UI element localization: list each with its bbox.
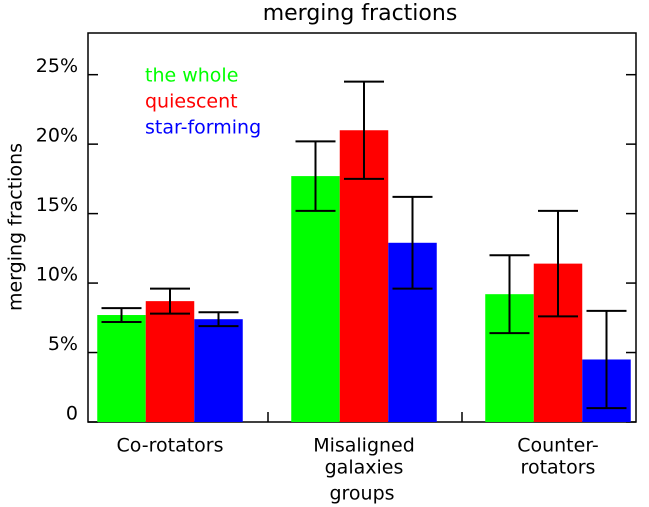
y-axis-label: merging fractions xyxy=(5,143,27,311)
legend-label: quiescent xyxy=(145,91,238,113)
chart-title: merging fractions xyxy=(263,1,458,26)
legend-label: star-forming xyxy=(145,117,261,139)
y-tick-label: 20% xyxy=(36,125,78,147)
x-axis-label: groups xyxy=(329,483,394,505)
error-bar xyxy=(295,140,336,212)
error-bar xyxy=(489,254,530,335)
bar xyxy=(145,301,195,422)
x-tick-label: rotators xyxy=(521,457,596,479)
x-tick-label: Co-rotators xyxy=(117,435,224,457)
error-bar xyxy=(392,195,433,290)
bar xyxy=(97,315,146,422)
legend-label: the whole xyxy=(145,65,238,87)
bar xyxy=(194,319,243,422)
x-tick-label: Counter- xyxy=(517,435,599,457)
y-tick-label: 5% xyxy=(48,333,78,355)
y-tick-label: 10% xyxy=(36,264,78,286)
y-tick-label: 0 xyxy=(66,403,78,425)
error-bar xyxy=(586,309,627,410)
error-bar xyxy=(101,307,142,323)
x-tick-label: galaxies xyxy=(325,457,404,479)
error-bar xyxy=(150,287,190,315)
error-bar xyxy=(344,80,384,180)
error-bar xyxy=(198,311,239,328)
y-tick-label: 25% xyxy=(36,55,78,77)
x-tick-label: Misaligned xyxy=(313,435,415,457)
error-bar xyxy=(538,209,578,318)
y-tick-label: 15% xyxy=(36,194,78,216)
bar xyxy=(291,176,340,422)
